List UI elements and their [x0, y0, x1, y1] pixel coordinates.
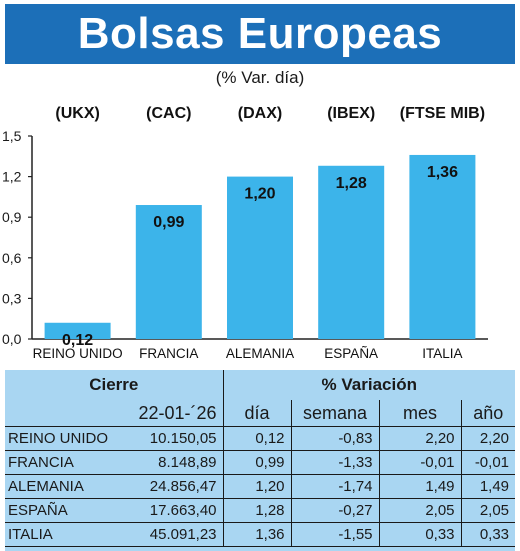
- table-row: FRANCIA 8.148,89 0,99 -1,33 -0,01 -0,01: [5, 450, 516, 475]
- cell-semana: -0,27: [290, 498, 380, 523]
- bar: [227, 176, 293, 339]
- y-tick-label: 1,5: [2, 128, 22, 144]
- header-dia: día: [222, 400, 292, 427]
- header-variacion: % Variación: [222, 370, 516, 400]
- cell-anio: 0,33: [460, 522, 516, 547]
- x-tick-label: ESPAÑA: [324, 346, 378, 361]
- cell-semana: -1,55: [290, 522, 380, 547]
- x-tick-label: ALEMANIA: [226, 346, 294, 361]
- cell-anio: -0,01: [460, 450, 516, 475]
- y-tick-label: 0,0: [2, 331, 22, 347]
- bar: [409, 154, 476, 339]
- cell-mes: 2,05: [378, 498, 462, 523]
- bar: [318, 165, 385, 339]
- index-label: (IBEX): [327, 105, 375, 122]
- header-semana: semana: [290, 400, 380, 427]
- x-tick-label: FRANCIA: [139, 346, 198, 361]
- data-label: 1,20: [244, 186, 275, 203]
- index-label: (FTSE MIB): [400, 105, 485, 122]
- data-label: 1,28: [336, 175, 367, 192]
- cell-name: REINO UNIDO: [5, 426, 108, 451]
- cell-anio: 2,20: [460, 426, 516, 451]
- cell-cierre: 24.856,47: [103, 474, 224, 499]
- title-bar: Bolsas Europeas: [5, 4, 515, 64]
- cell-semana: -0,83: [290, 426, 380, 451]
- y-tick-label: 1,2: [2, 169, 22, 185]
- data-label: 0,12: [62, 332, 93, 349]
- table-row: ALEMANIA 24.856,47 1,20 -1,74 1,49 1,49: [5, 474, 516, 499]
- header-blank: [5, 400, 103, 427]
- cell-dia: 1,28: [222, 498, 292, 523]
- cell-cierre: 10.150,05: [103, 426, 224, 451]
- table-row: REINO UNIDO 10.150,05 0,12 -0,83 2,20 2,20: [5, 426, 516, 451]
- cell-name: ITALIA: [5, 522, 103, 547]
- header-cierre: Cierre: [89, 375, 139, 394]
- cell-anio: 2,05: [460, 498, 516, 523]
- cell-cierre: 45.091,23: [103, 522, 224, 547]
- header-mes: mes: [378, 400, 462, 427]
- x-tick-label: ITALIA: [422, 346, 462, 361]
- bar: [44, 322, 111, 339]
- cell-dia: 1,20: [222, 474, 292, 499]
- cell-mes: 2,20: [378, 426, 462, 451]
- index-label: (UKX): [55, 105, 99, 122]
- index-label: (DAX): [238, 105, 282, 122]
- x-tick-label: REINO UNIDO: [33, 346, 123, 361]
- cell-name: ESPAÑA: [5, 498, 103, 523]
- cell-mes: -0,01: [378, 450, 462, 475]
- page-title: Bolsas Europeas: [77, 9, 443, 58]
- y-tick-label: 0,9: [2, 209, 22, 225]
- cell-dia: 1,36: [222, 522, 292, 547]
- cell-dia: 0,12: [222, 426, 292, 451]
- bar: [135, 205, 202, 339]
- cell-dia: 0,99: [222, 450, 292, 475]
- y-tick-label: 0,3: [2, 290, 22, 306]
- data-table: Cierre % Variación 22-01-´26 día semana …: [5, 370, 516, 551]
- header-date: 22-01-´26: [103, 400, 224, 427]
- cell-semana: -1,33: [290, 450, 380, 475]
- chart-subtitle: (% Var. día): [215, 68, 305, 87]
- header-anio: año: [460, 400, 516, 427]
- table-row: ITALIA 45.091,23 1,36 -1,55 0,33 0,33: [5, 522, 516, 547]
- y-tick-label: 0,6: [2, 250, 22, 266]
- table-row: ESPAÑA 17.663,40 1,28 -0,27 2,05 2,05: [5, 498, 516, 523]
- cell-cierre: 8.148,89: [103, 450, 224, 475]
- index-label: (CAC): [146, 105, 191, 122]
- cell-name: ALEMANIA: [5, 474, 103, 499]
- cell-mes: 0,33: [378, 522, 462, 547]
- cell-cierre: 17.663,40: [103, 498, 224, 523]
- cell-name: FRANCIA: [5, 450, 103, 475]
- cell-anio: 1,49: [460, 474, 516, 499]
- cell-semana: -1,74: [290, 474, 380, 499]
- data-label: 1,36: [427, 164, 458, 181]
- cell-mes: 1,49: [378, 474, 462, 499]
- data-label: 0,99: [153, 214, 184, 231]
